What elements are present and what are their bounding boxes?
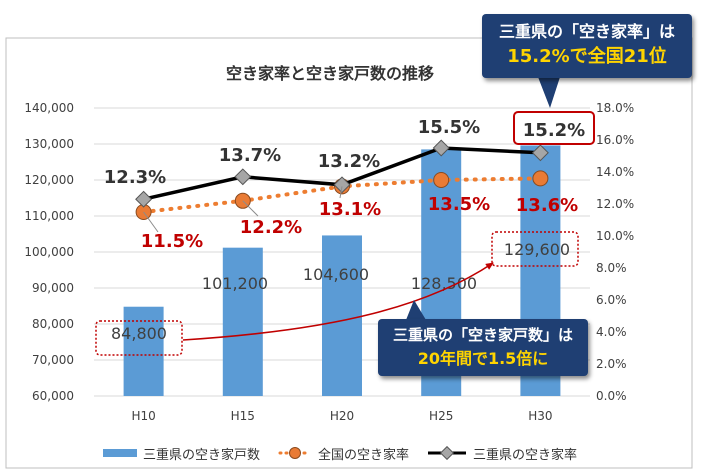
- right-axis-tick-label: 8.0%: [596, 261, 627, 275]
- national-rate-point: [433, 172, 450, 188]
- x-axis-tick-labels: H10 H15 H20 H25 H30: [131, 409, 552, 423]
- legend-dotted-line-swatch: [278, 447, 312, 459]
- label-leader-line: [242, 200, 259, 217]
- x-axis-tick-label: H20: [330, 409, 354, 423]
- bar-value-label: 84,800: [111, 324, 167, 343]
- legend-solid-line-swatch: [428, 446, 466, 460]
- mie-rate-point: [234, 168, 252, 186]
- mie-rate-point: [135, 190, 153, 208]
- x-axis-tick-label: H15: [231, 409, 255, 423]
- x-axis-tick-label: H25: [429, 409, 453, 423]
- x-axis-tick-label: H10: [131, 409, 155, 423]
- start-value-highlight-box: [95, 320, 183, 356]
- mie-rate-point: [432, 139, 450, 157]
- mie-rate-point: [531, 144, 549, 162]
- legend-item-mie-vacant-houses: 三重県の空き家戸数: [102, 444, 260, 463]
- chart-legend: 三重県の空き家戸数 全国の空き家率 三重県の空き家率: [30, 442, 650, 464]
- right-axis-tick-label: 4.0%: [596, 325, 627, 339]
- bar-value-label: 101,200: [202, 274, 268, 293]
- bar-value-label: 128,500: [411, 274, 477, 293]
- right-axis-tick-label: 0.0%: [596, 389, 627, 403]
- rank-callout-pointer: [538, 77, 560, 108]
- left-axis-tick-label: 70,000: [32, 353, 74, 367]
- x-axis-tick-label: H30: [528, 409, 552, 423]
- national-rate-label: 13.6%: [516, 195, 578, 216]
- bar: [222, 247, 263, 396]
- left-axis-tick-label: 130,000: [24, 137, 74, 151]
- right-axis-tick-label: 2.0%: [596, 357, 627, 371]
- legend-label-mie-rate: 三重県の空き家率: [473, 447, 578, 463]
- rank-callout: 三重県の「空き家率」は 15.2%で全国21位: [482, 14, 692, 78]
- mie-rate-label: 15.5%: [418, 117, 480, 138]
- rate-highlight-box: [513, 111, 595, 145]
- national-rate-point: [532, 170, 549, 187]
- growth-callout: 三重県の「空き家戸数」は 20年間で1.5倍に: [378, 319, 588, 376]
- left-axis-tick-labels: 60,000 70,000 80,000 90,000 100,000 110,000 12…: [24, 101, 74, 403]
- end-value-highlight-box: [491, 231, 579, 267]
- right-axis-tick-label: 12.0%: [596, 197, 634, 211]
- left-axis-tick-label: 60,000: [32, 389, 74, 403]
- mie-rate-label: 13.7%: [219, 145, 281, 166]
- right-axis-tick-label: 18.0%: [596, 101, 634, 115]
- bar: [123, 306, 164, 396]
- national-rate-label: 11.5%: [141, 231, 203, 252]
- left-axis-tick-label: 140,000: [24, 101, 74, 115]
- national-rate-label: 12.2%: [240, 217, 302, 238]
- legend-label-mie-vacant-houses: 三重県の空き家戸数: [142, 447, 260, 463]
- annotations: [95, 77, 595, 356]
- left-axis-tick-label: 110,000: [24, 209, 74, 223]
- rank-callout-line2: 15.2%で全国21位: [507, 46, 667, 67]
- bar-value-label: 104,600: [303, 265, 369, 284]
- rank-callout-line1: 三重県の「空き家率」は: [498, 22, 675, 41]
- left-axis-tick-label: 80,000: [32, 317, 74, 331]
- mie-rate-label: 12.3%: [104, 167, 166, 188]
- data-labels: 84,800 101,200 104,600 128,500 129,600 11.5% 1…: [104, 117, 585, 343]
- national-rate-label: 13.5%: [428, 194, 490, 215]
- right-axis-tick-labels: 0.0% 2.0% 4.0% 6.0% 8.0% 10.0% 12.0% 14.0% 16.0%…: [596, 101, 634, 403]
- left-axis-tick-label: 100,000: [24, 245, 74, 259]
- legend-item-mie-rate: 三重県の空き家率: [427, 444, 577, 463]
- right-axis-tick-label: 10.0%: [596, 229, 634, 243]
- bar-value-label: 129,600: [504, 240, 570, 259]
- right-axis-tick-label: 14.0%: [596, 165, 634, 179]
- growth-callout-pointer: [406, 300, 426, 320]
- left-axis-tick-label: 90,000: [32, 281, 74, 295]
- growth-callout-line2: 20年間で1.5倍に: [417, 349, 549, 368]
- growth-arrow: [182, 262, 494, 341]
- label-leader-line: [143, 211, 159, 233]
- right-axis-tick-label: 16.0%: [596, 133, 634, 147]
- left-axis-tick-label: 120,000: [24, 173, 74, 187]
- national-rate-label: 13.1%: [319, 199, 381, 220]
- mie-rate-point: [333, 176, 351, 194]
- bar: [322, 235, 362, 396]
- mie-rate-label: 13.2%: [318, 151, 380, 172]
- growth-callout-line1: 三重県の「空き家戸数」は: [392, 326, 573, 344]
- chart-title: 空き家率と空き家戸数の推移: [226, 64, 434, 83]
- right-axis-tick-label: 6.0%: [596, 293, 627, 307]
- legend-label-national-rate: 全国の空き家率: [317, 447, 409, 463]
- legend-bar-swatch: [102, 449, 137, 457]
- legend-item-national-rate: 全国の空き家率: [278, 444, 409, 463]
- mie-rate-label: 15.2%: [523, 120, 585, 141]
- label-leader-line: [339, 186, 343, 199]
